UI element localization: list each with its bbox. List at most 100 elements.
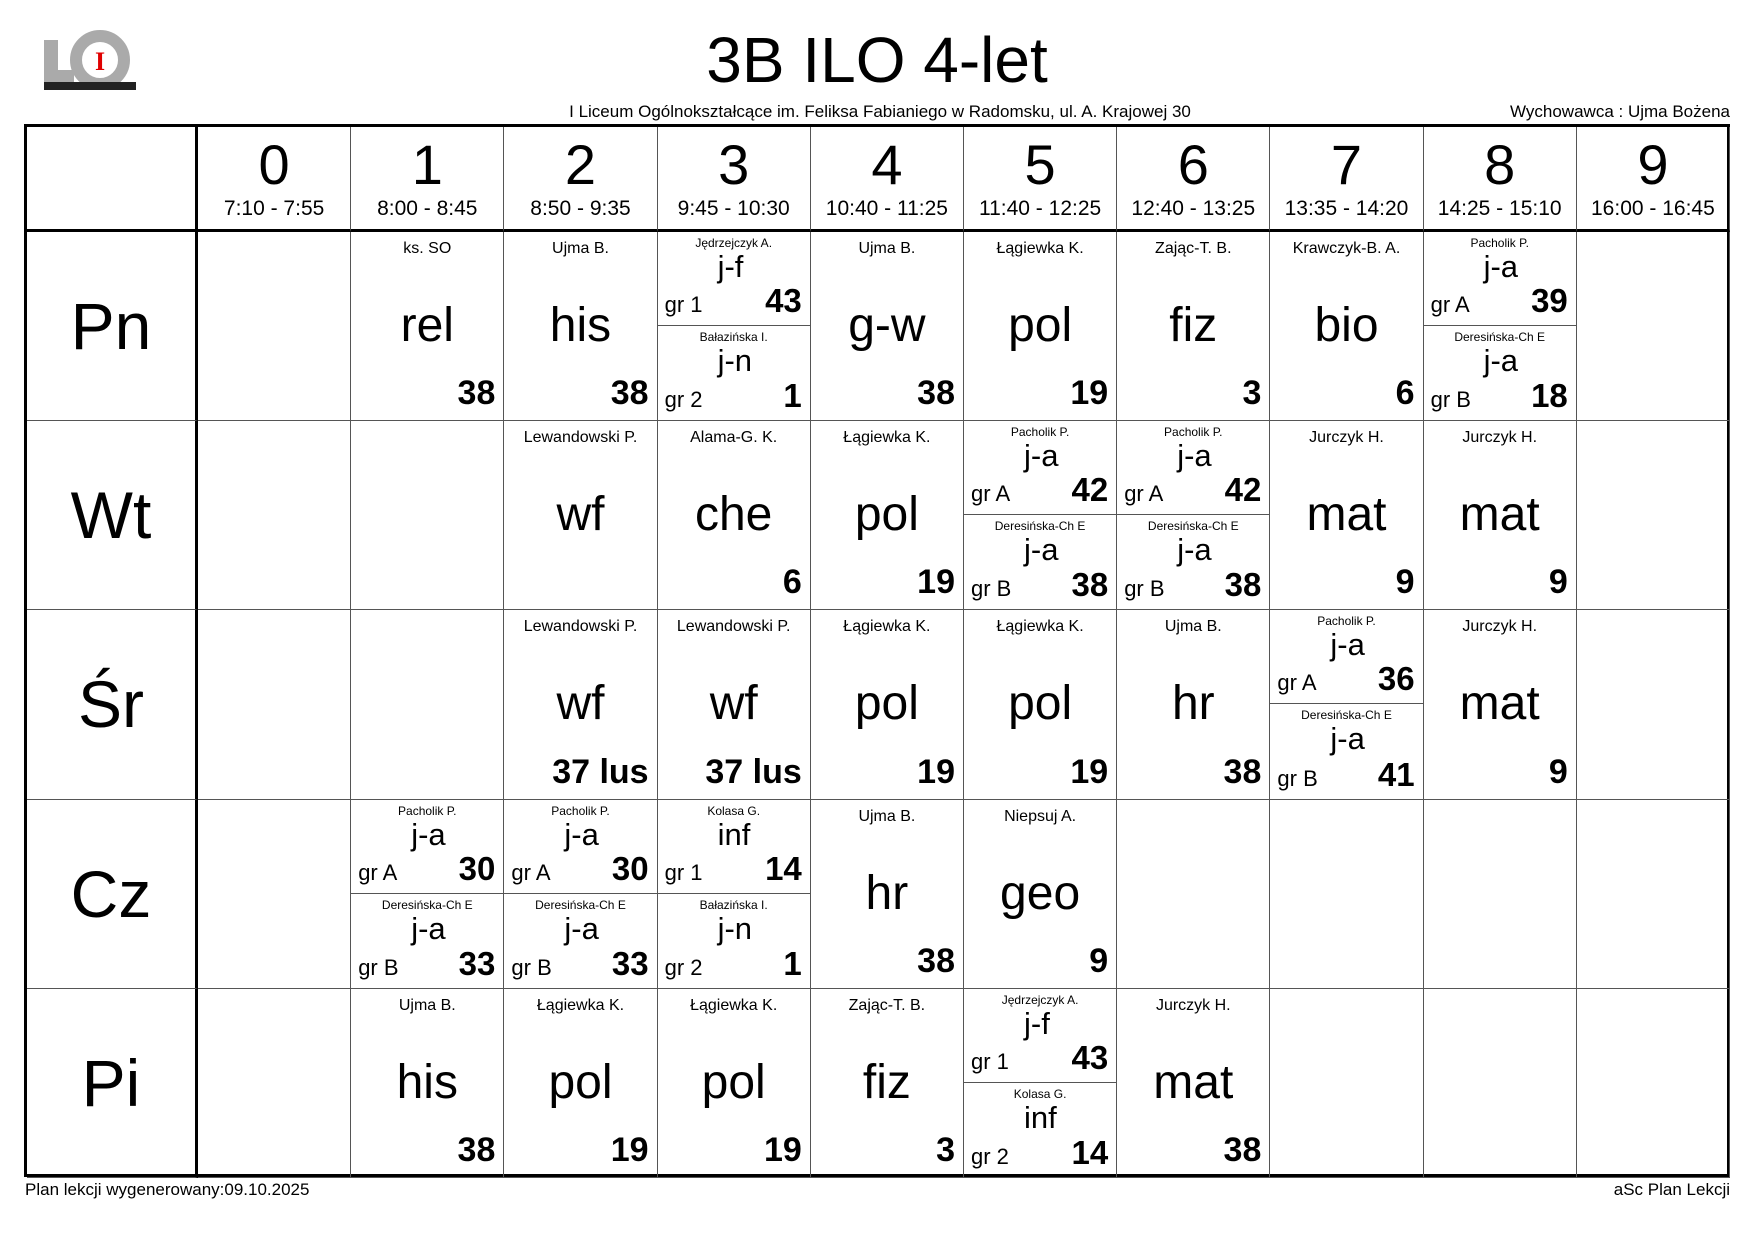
group-lesson: Deresińska-Ch E gr B j-a 18 [1424, 326, 1576, 420]
subject-code: his [549, 299, 612, 352]
room-number: 38 [457, 1130, 496, 1169]
group-label: gr B [1277, 765, 1318, 791]
teacher-name: Ujma B. [398, 996, 456, 1014]
teacher-name: Bałazińska I. [699, 897, 768, 912]
teacher-name: Pacholik P. [1164, 425, 1223, 440]
group-lesson: Pacholik P. gr A j-a 30 [351, 800, 504, 894]
subject-code: pol [854, 677, 919, 731]
room-number: 41 [1377, 755, 1415, 793]
group-label: gr B [511, 954, 552, 980]
group-label: gr A [358, 859, 398, 885]
day-label: Śr [78, 667, 144, 742]
empty-cell [1423, 988, 1577, 1178]
empty-cell [1576, 421, 1730, 611]
period-header: 9 16:00 - 16:45 [1576, 127, 1730, 232]
room-number: 3 [936, 1130, 955, 1169]
lesson-cell: Jędrzejczyk A. gr 1 j-f 43 Bałazińska I. gr 2… [657, 232, 811, 422]
group-label: gr 1 [664, 292, 703, 318]
day-label-cell: Wt [27, 421, 198, 611]
subject-code: j-f [1024, 1005, 1050, 1041]
group-label: gr 2 [664, 954, 703, 980]
day-label: Cz [70, 856, 152, 931]
period-number: 8 [1484, 133, 1516, 196]
room-number: 42 [1224, 471, 1262, 509]
group-lesson: Pacholik P. gr A j-a 42 [964, 421, 1117, 516]
teacher-name: Ujma B. [858, 807, 916, 825]
lesson-cell: Pacholik P. gr A j-a 30 Deresińska-Ch E gr B j… [504, 799, 658, 989]
teacher-name: Ujma B. [1164, 618, 1222, 636]
teacher-name: Pacholik P. [1010, 425, 1070, 440]
period-number: 5 [1024, 133, 1056, 196]
school-name: I Liceum Ogólnokształcące im. Feliksa Fa… [569, 102, 1191, 121]
period-header: 8 14:25 - 15:10 [1423, 127, 1577, 232]
group-lesson: Pacholik P. gr A j-a 39 [1423, 232, 1576, 327]
group-label: gr 2 [971, 1143, 1009, 1169]
room-number: 19 [917, 563, 955, 602]
teacher-name: Deresińska-Ch E [994, 519, 1086, 534]
period-header: 2 8:50 - 9:35 [504, 127, 658, 232]
group-lesson: Kolasa G. gr 2 inf 14 [964, 1083, 1116, 1177]
room-number: 38 [457, 374, 496, 413]
period-number: 2 [564, 133, 597, 196]
room-number: 9 [1395, 563, 1415, 602]
room-number: 42 [1071, 471, 1109, 509]
teacher-name: Jędrzejczyk A. [695, 236, 773, 250]
subject-code: wf [709, 677, 758, 731]
subject-code: j-f [717, 249, 744, 284]
empty-cell [198, 988, 352, 1178]
timetable-grid: 0 7:10 - 7:55 1 8:00 - 8:45 2 8:50 - 9:35 3 9:4… [24, 124, 1730, 1178]
svg-text:I: I [95, 47, 105, 76]
teacher-name: Łągiewka K. [843, 429, 931, 447]
room-number: 3 [1242, 374, 1262, 413]
teacher-name: Krawczyk-B. A. [1292, 240, 1401, 257]
period-time: 11:40 - 12:25 [978, 197, 1102, 220]
subject-code: pol [701, 1055, 766, 1109]
subject-code: j-a [1483, 343, 1519, 379]
group-lesson: Deresińska-Ch E gr B j-a 33 [351, 894, 503, 988]
teacher-name: ks. SO [403, 240, 452, 257]
period-time: 7:10 - 7:55 [223, 197, 325, 220]
room-number: 38 [1224, 566, 1262, 604]
subject-code: che [694, 488, 773, 542]
empty-cell [198, 610, 352, 800]
room-number: 43 [1071, 1038, 1109, 1076]
teacher-name: Łągiewka K. [996, 618, 1084, 636]
lesson-cell: Pacholik P. gr A j-a 42 Deresińska-Ch E gr B j… [964, 421, 1118, 611]
teacher-name: Ujma B. [552, 240, 609, 257]
lesson-cell: Jurczyk H. mat 9 [1423, 421, 1577, 611]
room-number: 38 [1223, 752, 1262, 791]
teacher-name: Lewandowski P. [676, 618, 791, 636]
subject-code: wf [556, 488, 605, 542]
page-title: 3B ILO 4-let [706, 24, 1048, 96]
room-number: 19 [917, 752, 955, 791]
empty-cell [1423, 799, 1577, 989]
subject-code: j-a [564, 816, 599, 852]
lesson-cell: Jędrzejczyk A. gr 1 j-f 43 Kolasa G. gr 2 inf 1… [964, 988, 1118, 1178]
room-number: 1 [783, 944, 802, 982]
teacher-name: Kolasa G. [1013, 1086, 1067, 1101]
empty-cell [1270, 988, 1424, 1178]
day-label-cell: Śr [27, 610, 198, 800]
room-number: 19 [610, 1130, 649, 1169]
subject-code: pol [548, 1055, 613, 1109]
empty-cell [1576, 799, 1730, 989]
group-lesson: Bałazińska I. gr 2 j-n 1 [658, 326, 810, 420]
group-lesson: Pacholik P. gr A j-a 42 [1117, 421, 1270, 516]
lesson-cell: Ujma B. hr 38 [1117, 610, 1271, 800]
subject-code: j-a [1024, 532, 1059, 568]
period-number: 9 [1637, 133, 1669, 196]
teacher-name: Kolasa G. [707, 803, 761, 818]
subject-code: j-n [717, 343, 753, 379]
group-lesson: Deresińska-Ch E gr B j-a 33 [504, 894, 656, 988]
teacher-name: Ujma B. [858, 240, 916, 257]
lesson-cell: Łągiewka K. pol 19 [657, 988, 811, 1178]
subject-code: g-w [848, 299, 926, 352]
subject-code: inf [717, 816, 751, 852]
teacher-name: Pacholik P. [1317, 614, 1376, 629]
day-label: Wt [70, 478, 152, 553]
lesson-cell: Łągiewka K. pol 19 [810, 421, 964, 611]
room-number: 38 [917, 374, 955, 413]
period-header: 7 13:35 - 14:20 [1270, 127, 1424, 232]
empty-cell [351, 610, 505, 800]
subject-code: rel [400, 299, 454, 352]
